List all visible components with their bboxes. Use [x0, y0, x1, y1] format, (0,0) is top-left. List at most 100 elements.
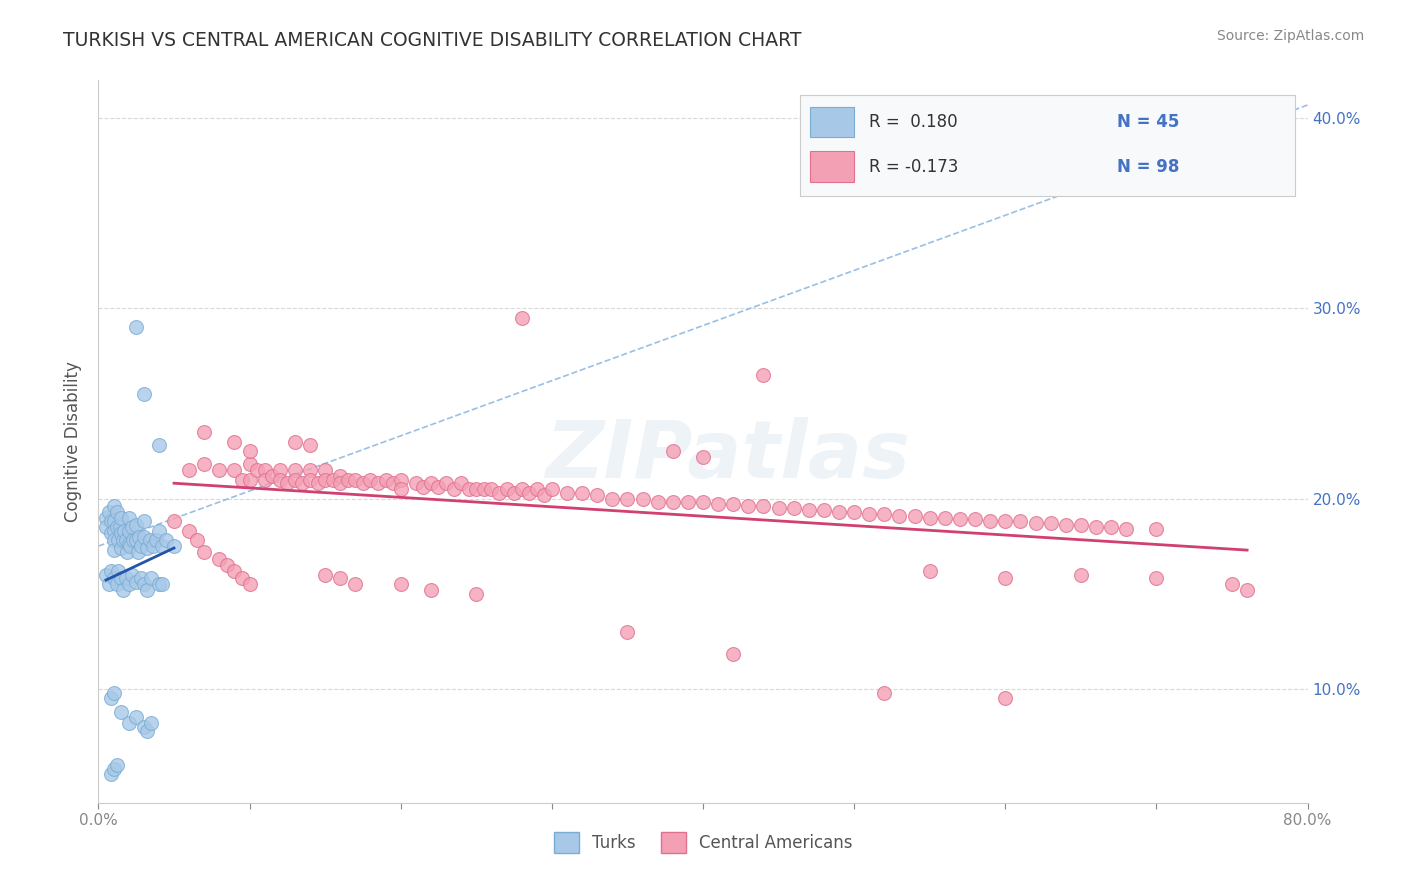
Point — [420, 582, 443, 597]
Point — [103, 524, 125, 538]
Point — [752, 499, 775, 513]
Point — [284, 463, 307, 477]
Point — [1070, 518, 1092, 533]
Point — [239, 577, 262, 591]
Point — [873, 685, 896, 699]
Point — [329, 476, 352, 491]
Point — [127, 545, 149, 559]
Point — [224, 463, 246, 477]
Point — [246, 463, 269, 477]
Point — [262, 468, 284, 483]
Point — [389, 577, 412, 591]
Point — [231, 473, 253, 487]
Point — [186, 533, 208, 548]
Point — [813, 503, 835, 517]
Point — [135, 582, 157, 597]
Point — [125, 320, 148, 334]
Point — [103, 571, 125, 585]
Point — [427, 480, 450, 494]
Point — [98, 505, 121, 519]
Point — [145, 533, 167, 548]
Point — [179, 463, 201, 477]
Point — [148, 438, 170, 452]
Point — [1236, 582, 1258, 597]
Point — [495, 482, 517, 496]
Point — [141, 571, 163, 585]
Point — [503, 486, 526, 500]
Point — [129, 571, 152, 585]
Point — [100, 564, 122, 578]
Point — [631, 491, 654, 506]
Text: ZIPatlas: ZIPatlas — [544, 417, 910, 495]
Point — [105, 520, 128, 534]
Point — [163, 515, 186, 529]
Point — [100, 691, 122, 706]
Point — [163, 539, 186, 553]
Point — [284, 473, 307, 487]
Point — [114, 533, 136, 548]
Point — [314, 567, 336, 582]
Point — [994, 691, 1017, 706]
Point — [457, 482, 479, 496]
Point — [661, 444, 683, 458]
Point — [132, 530, 155, 544]
Point — [616, 491, 638, 506]
Point — [602, 491, 624, 506]
Point — [647, 495, 669, 509]
Point — [239, 473, 262, 487]
Point — [208, 463, 231, 477]
Point — [307, 476, 329, 491]
Point — [299, 463, 322, 477]
Point — [103, 685, 125, 699]
Point — [965, 512, 987, 526]
Point — [1115, 522, 1137, 536]
Point — [269, 473, 291, 487]
Point — [132, 577, 155, 591]
Point — [141, 715, 163, 730]
Point — [336, 473, 359, 487]
Point — [858, 507, 880, 521]
Point — [125, 533, 148, 548]
Point — [110, 525, 132, 540]
Point — [661, 495, 683, 509]
Point — [1220, 577, 1243, 591]
Point — [768, 501, 790, 516]
Point — [676, 495, 699, 509]
Point — [934, 510, 956, 524]
Point — [314, 463, 336, 477]
Point — [103, 533, 125, 548]
Point — [94, 567, 117, 582]
Point — [692, 450, 714, 464]
Point — [135, 541, 157, 555]
Point — [1085, 520, 1108, 534]
Point — [118, 537, 141, 551]
Point — [94, 520, 117, 534]
Point — [1024, 516, 1046, 531]
Point — [111, 533, 134, 548]
Point — [107, 533, 129, 548]
Point — [918, 510, 941, 524]
Point — [179, 524, 201, 538]
Point — [949, 512, 972, 526]
Point — [904, 508, 927, 523]
Point — [797, 503, 820, 517]
Point — [889, 508, 911, 523]
Point — [129, 539, 152, 553]
Point — [526, 482, 548, 496]
Point — [586, 488, 609, 502]
Point — [269, 463, 291, 477]
Point — [737, 499, 759, 513]
Text: TURKISH VS CENTRAL AMERICAN COGNITIVE DISABILITY CORRELATION CHART: TURKISH VS CENTRAL AMERICAN COGNITIVE DI… — [63, 31, 801, 50]
Y-axis label: Cognitive Disability: Cognitive Disability — [65, 361, 83, 522]
Point — [107, 564, 129, 578]
Point — [420, 476, 443, 491]
Point — [979, 515, 1001, 529]
Point — [132, 720, 155, 734]
Point — [132, 387, 155, 401]
Point — [105, 505, 128, 519]
Point — [224, 564, 246, 578]
Point — [616, 624, 638, 639]
Point — [1144, 571, 1167, 585]
Point — [118, 577, 141, 591]
Point — [121, 567, 143, 582]
